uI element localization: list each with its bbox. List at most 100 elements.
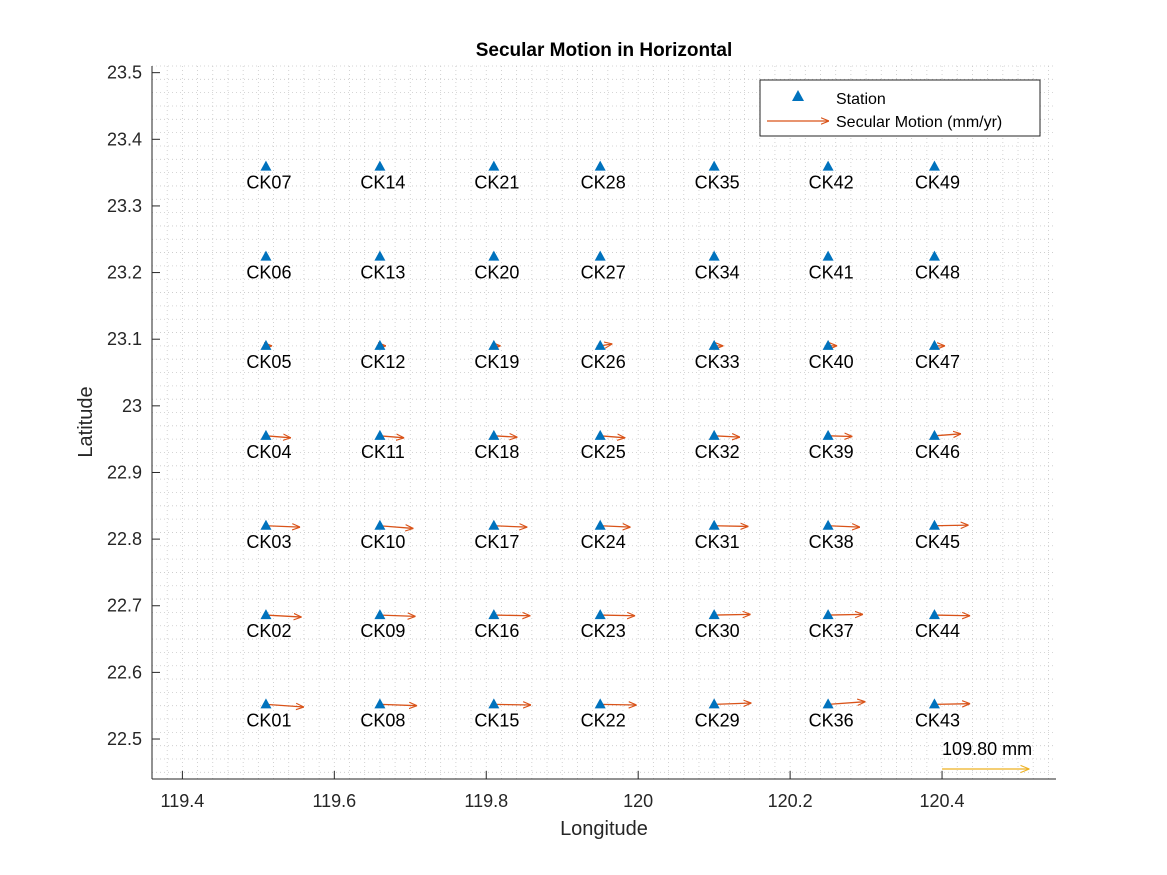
station-ck28: CK28	[581, 160, 626, 193]
station-ck02: CK02	[246, 609, 301, 641]
station-marker	[594, 339, 606, 350]
station-ck05: CK05	[246, 339, 291, 372]
station-marker	[260, 519, 272, 530]
station-label: CK23	[581, 621, 626, 641]
station-marker	[260, 339, 272, 350]
station-marker	[488, 339, 500, 350]
station-label: CK22	[581, 710, 626, 730]
station-label: CK12	[360, 352, 405, 372]
station-label: CK39	[809, 442, 854, 462]
y-axis-label: Latitude	[75, 386, 97, 457]
legend-motion-label: Secular Motion (mm/yr)	[836, 114, 1002, 131]
y-tick-label: 22.7	[107, 596, 142, 616]
station-marker	[928, 609, 940, 620]
station-label: CK25	[581, 442, 626, 462]
station-marker	[928, 698, 940, 709]
chart-title: Secular Motion in Horizontal	[476, 40, 733, 61]
station-label: CK41	[809, 263, 854, 283]
station-marker	[928, 250, 940, 261]
plot-area	[152, 66, 1056, 779]
station-marker	[708, 160, 720, 171]
station-label: CK20	[474, 263, 519, 283]
station-marker	[374, 250, 386, 261]
station-label: CK45	[915, 532, 960, 552]
station-label: CK29	[695, 710, 740, 730]
station-ck10: CK10	[360, 519, 413, 552]
station-label: CK24	[581, 532, 626, 552]
station-marker	[708, 250, 720, 261]
motion-arrow	[600, 615, 635, 616]
station-marker	[488, 160, 500, 171]
motion-arrow	[493, 436, 518, 437]
station-label: CK27	[581, 263, 626, 283]
station-label: CK38	[809, 532, 854, 552]
x-tick-label: 119.6	[312, 791, 356, 811]
station-label: CK31	[695, 532, 740, 552]
station-marker	[374, 519, 386, 530]
legend-box	[759, 79, 1041, 137]
station-ck31: CK31	[695, 519, 749, 552]
motion-arrow	[714, 526, 748, 527]
station-marker	[374, 609, 386, 620]
station-marker	[822, 519, 834, 530]
station-marker	[488, 250, 500, 261]
station-label: CK03	[246, 532, 291, 552]
station-marker	[928, 519, 940, 530]
motion-arrow	[934, 704, 970, 705]
station-marker	[928, 160, 940, 171]
station-marker	[708, 519, 720, 530]
station-ck04: CK04	[246, 429, 291, 462]
motion-arrow	[379, 436, 404, 438]
station-ck26: CK26	[581, 339, 626, 372]
station-ck25: CK25	[581, 429, 626, 462]
station-label: CK36	[809, 710, 854, 730]
station-ck16: CK16	[474, 609, 530, 641]
station-ck37: CK37	[809, 609, 863, 641]
motion-arrow	[493, 526, 527, 527]
y-tick-label: 23.3	[107, 196, 142, 216]
station-ck40: CK40	[809, 339, 854, 372]
station-ck36: CK36	[809, 698, 866, 730]
station-marker	[260, 429, 272, 440]
station-label: CK42	[809, 173, 854, 193]
station-ck43: CK43	[915, 698, 970, 730]
station-marker	[708, 698, 720, 709]
y-tick-label: 22.8	[107, 529, 142, 549]
station-label: CK37	[809, 621, 854, 641]
station-ck21: CK21	[474, 160, 519, 193]
station-marker	[708, 609, 720, 620]
motion-arrow	[934, 434, 961, 436]
station-ck01: CK01	[246, 698, 303, 730]
motion-arrow	[934, 615, 970, 616]
station-marker	[260, 609, 272, 620]
station-ck23: CK23	[581, 609, 635, 641]
station-marker	[594, 698, 606, 709]
motion-arrow	[714, 614, 750, 615]
station-marker	[374, 429, 386, 440]
y-tick-label: 23	[122, 396, 142, 416]
station-label: CK15	[474, 710, 519, 730]
station-label: CK43	[915, 710, 960, 730]
station-marker	[488, 698, 500, 709]
station-marker	[260, 160, 272, 171]
station-marker	[928, 339, 940, 350]
x-tick-label: 119.4	[161, 791, 205, 811]
station-label: CK13	[360, 263, 405, 283]
station-marker	[594, 519, 606, 530]
station-label: CK46	[915, 442, 960, 462]
station-label: CK21	[474, 173, 519, 193]
station-label: CK32	[695, 442, 740, 462]
station-label: CK47	[915, 352, 960, 372]
station-marker	[594, 609, 606, 620]
motion-arrow	[493, 615, 530, 616]
station-ck33: CK33	[695, 339, 740, 372]
station-label: CK16	[474, 621, 519, 641]
legend-station-label: Station	[836, 91, 886, 108]
y-tick-label: 22.6	[107, 662, 142, 682]
station-label: CK26	[581, 352, 626, 372]
station-marks: CK01 CK02 CK03 CK04 CK05 CK06 CK07 CK08 CK09 CK10…	[246, 160, 970, 730]
station-marker	[260, 698, 272, 709]
station-ck47: CK47	[915, 339, 960, 372]
motion-arrow	[493, 704, 531, 705]
